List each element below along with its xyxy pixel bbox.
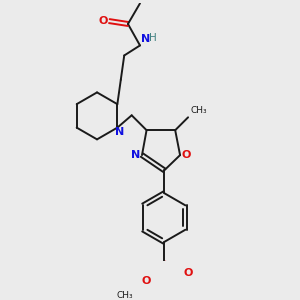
Text: N: N <box>131 150 140 160</box>
Text: O: O <box>183 268 193 278</box>
Text: O: O <box>182 150 191 160</box>
Text: N: N <box>115 127 124 137</box>
Text: CH₃: CH₃ <box>190 106 207 115</box>
Text: O: O <box>142 275 151 286</box>
Text: N: N <box>141 34 150 44</box>
Text: O: O <box>98 16 108 26</box>
Text: H: H <box>149 33 157 43</box>
Text: CH₃: CH₃ <box>117 291 134 300</box>
